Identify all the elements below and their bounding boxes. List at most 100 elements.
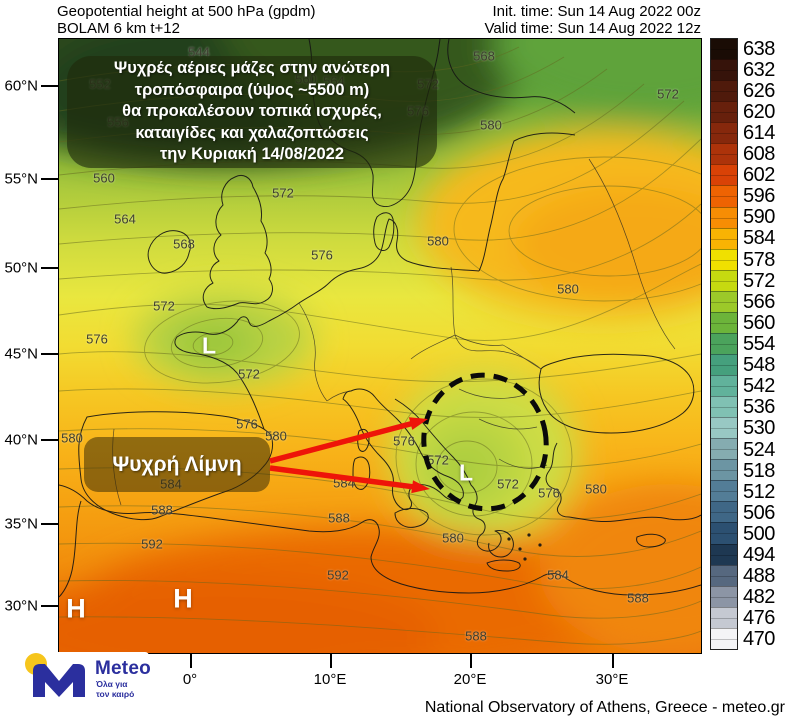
contour-label: 580 <box>427 233 449 249</box>
colorbar-labels: 638 632 626 620 614 608 602 596 590 584 578 572 566 5… <box>743 38 789 650</box>
meteo-logo-mark <box>25 653 85 697</box>
colorbar-cell <box>711 164 737 186</box>
contour-label: 580 <box>585 481 607 497</box>
lon-tick-label: 0° <box>182 671 198 688</box>
contour-label: 580 <box>442 530 464 546</box>
colorbar-cell <box>711 501 737 523</box>
colorbar-cell <box>711 101 737 123</box>
contour-label: 580 <box>61 430 83 446</box>
lon-tick <box>330 654 332 668</box>
time-block: Init. time: Sun 14 Aug 2022 00z Valid ti… <box>484 3 701 37</box>
info-box-line: θα προκαλέσουν τοπικά ισχυρές, <box>122 102 382 121</box>
colorbar-cell <box>711 353 737 375</box>
colorbar-tick-label: 572 <box>743 269 775 292</box>
info-box-line: Ψυχρές αέριες μάζες στην ανώτερη <box>113 59 391 78</box>
colorbar-tick-label: 494 <box>743 544 775 567</box>
title-line-2: BOLAM 6 km t+12 <box>57 20 180 37</box>
colorbar-cell <box>711 206 737 228</box>
logo-tagline-line2: τον καιρό <box>96 688 135 699</box>
contour-label: 588 <box>627 590 649 606</box>
colorbar-cell <box>711 269 737 291</box>
colorbar-tick-label: 602 <box>743 164 775 187</box>
colorbar-cell <box>711 417 737 439</box>
contour-label: 592 <box>327 567 349 583</box>
logo-tagline: Όλα για τον καιρό <box>96 679 135 699</box>
pressure-marker-h: H <box>173 583 193 614</box>
colorbar-cell <box>711 227 737 249</box>
logo-tagline-line1: Όλα για <box>96 679 128 689</box>
contour-label: 568 <box>173 236 195 252</box>
lon-tick-label: 30°E <box>595 671 629 688</box>
lon-tick-label: 10°E <box>313 671 347 688</box>
colorbar-tick-label: 590 <box>743 206 775 229</box>
colorbar-tick-label: 614 <box>743 121 775 144</box>
lon-tick <box>612 654 614 668</box>
contour-label: 580 <box>480 117 502 133</box>
colorbar-cell <box>711 396 737 418</box>
info-box-line: καταιγίδες και χαλαζοπτώσεις <box>135 123 369 142</box>
colorbar-tick-label: 476 <box>743 607 775 630</box>
colorbar-tick-label: 530 <box>743 417 775 440</box>
contour-label: 592 <box>141 536 163 552</box>
colorbar-tick-label: 638 <box>743 37 775 60</box>
colorbar-tick-label: 500 <box>743 522 775 545</box>
contour-label: 576 <box>311 247 333 263</box>
colorbar-cell <box>711 459 737 481</box>
colorbar-cell <box>711 564 737 586</box>
colorbar-cell <box>711 585 737 607</box>
colorbar-tick-label: 620 <box>743 100 775 123</box>
colorbar-tick-label: 524 <box>743 438 775 461</box>
colorbar-tick-label: 518 <box>743 459 775 482</box>
colorbar-cell <box>711 627 737 649</box>
contour-label: 588 <box>151 502 173 518</box>
lat-tick <box>41 439 58 441</box>
lat-tick-label: 35°N <box>4 515 38 533</box>
colorbar-cell <box>711 522 737 544</box>
info-box-line: την Κυριακή 14/08/2022 <box>159 145 345 164</box>
lat-tick <box>41 267 58 269</box>
pressure-marker-l: L <box>458 459 474 486</box>
colorbar-tick-label: 482 <box>743 586 775 609</box>
lat-tick-label: 30°N <box>4 597 38 615</box>
contour-label: 584 <box>547 567 569 583</box>
colorbar-cell <box>711 375 737 397</box>
colorbar-tick-label: 542 <box>743 375 775 398</box>
contour-label: 564 <box>114 211 136 227</box>
info-box-line: τροπόσφαιρα (ύψος ~5500 m) <box>134 80 370 99</box>
contour-label: 588 <box>465 628 487 644</box>
meteo-logo: Meteo Όλα για τον καιρό <box>21 652 151 700</box>
lat-tick <box>41 605 58 607</box>
contour-label: 576 <box>86 331 108 347</box>
coastlines <box>59 39 701 598</box>
pressure-marker-l: L <box>201 332 217 359</box>
m-letter-icon <box>33 664 85 697</box>
colorbar-cell <box>711 332 737 354</box>
colorbar-tick-label: 470 <box>743 628 775 651</box>
cold-pool-label: Ψυχρή Λίμνη <box>112 452 242 476</box>
lat-tick <box>41 523 58 525</box>
contour-label: 588 <box>328 510 350 526</box>
lat-tick-label: 45°N <box>4 345 38 363</box>
colorbar-cell <box>711 80 737 102</box>
contour-label: 560 <box>93 170 115 186</box>
colorbar-tick-label: 488 <box>743 565 775 588</box>
colorbar-cell <box>711 248 737 270</box>
colorbar-cell <box>711 438 737 460</box>
colorbar-cell <box>711 543 737 565</box>
lon-tick <box>190 654 192 668</box>
valid-time: Valid time: Sun 14 Aug 2022 12z <box>484 20 701 37</box>
logo-wordmark: Meteo <box>95 658 151 679</box>
colorbar-tick-label: 548 <box>743 354 775 377</box>
colorbar-tick-label: 560 <box>743 311 775 334</box>
info-box: Ψυχρές αέριες μάζες στην ανώτερη τροπόσφα… <box>67 56 437 168</box>
title-line-1: Geopotential height at 500 hPa (gpdm) <box>57 3 316 20</box>
lon-tick <box>470 654 472 668</box>
lat-tick <box>41 85 58 87</box>
lat-tick-label: 50°N <box>4 259 38 277</box>
colorbar-cell <box>711 185 737 207</box>
colorbar-tick-label: 536 <box>743 396 775 419</box>
colorbar-cell <box>711 606 737 628</box>
colorbar-cell <box>711 480 737 502</box>
chart-title: Geopotential height at 500 hPa (gpdm) BO… <box>57 3 316 37</box>
lat-tick-label: 60°N <box>4 77 38 95</box>
